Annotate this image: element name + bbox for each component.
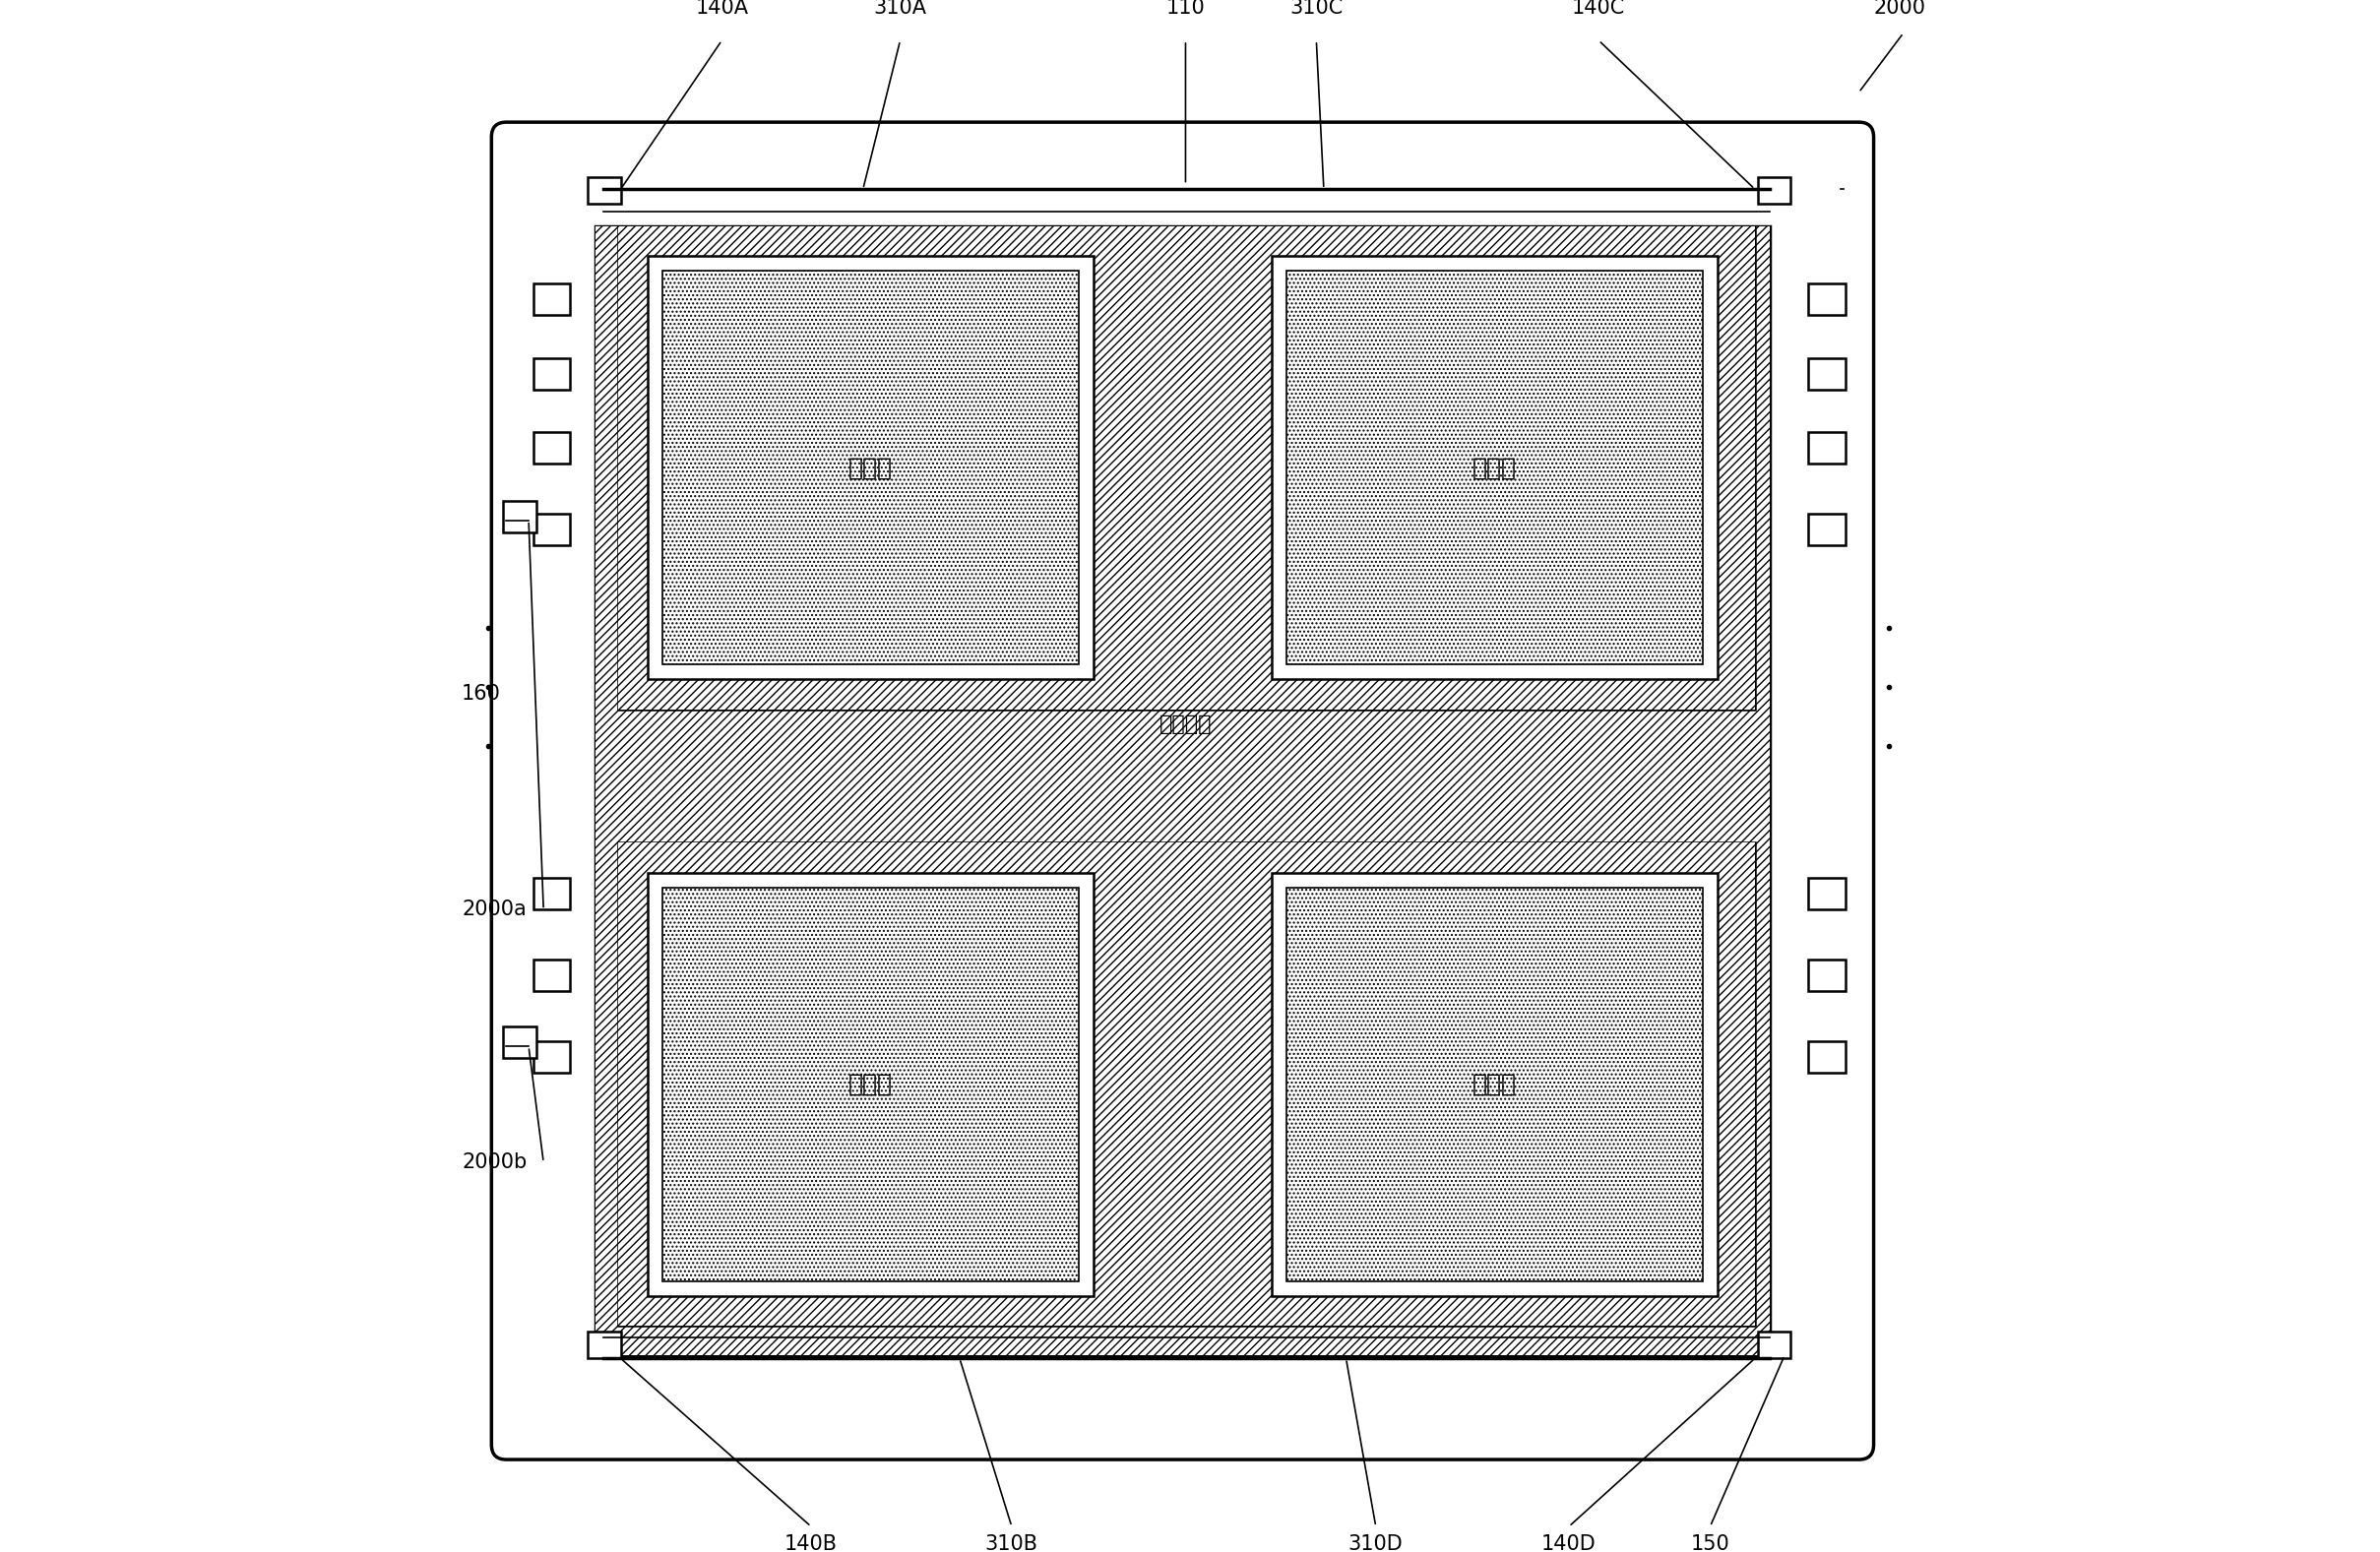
Bar <box>1809 284 1844 315</box>
Bar <box>588 177 621 203</box>
Bar <box>533 433 571 464</box>
Text: 150: 150 <box>1690 1533 1730 1552</box>
Bar <box>1759 177 1790 203</box>
Bar <box>533 1041 571 1072</box>
Text: 140A: 140A <box>695 0 747 19</box>
Bar <box>1809 433 1844 464</box>
Bar <box>505 501 538 532</box>
Bar <box>647 256 1092 680</box>
Text: 外围电路: 外围电路 <box>1159 714 1211 734</box>
Bar <box>1809 1041 1844 1072</box>
Text: 存储体: 存储体 <box>1473 1072 1516 1096</box>
Text: 310C: 310C <box>1290 0 1342 19</box>
Bar <box>619 227 1754 709</box>
Text: 存储体: 存储体 <box>847 456 892 480</box>
Text: 310A: 310A <box>873 0 926 19</box>
Text: 2000a: 2000a <box>462 900 526 920</box>
Bar <box>619 227 1754 709</box>
Bar <box>1288 270 1702 664</box>
Bar <box>1809 959 1844 992</box>
Bar <box>1271 256 1718 680</box>
Bar <box>533 959 571 992</box>
Bar <box>1759 1332 1790 1358</box>
Bar <box>1271 872 1718 1296</box>
Bar <box>1288 888 1702 1282</box>
Text: 2000: 2000 <box>1873 0 1925 19</box>
Bar <box>533 359 571 390</box>
Bar <box>1809 878 1844 909</box>
Bar <box>505 1027 538 1058</box>
Bar <box>619 843 1754 1325</box>
Bar <box>647 872 1092 1296</box>
Bar <box>1809 514 1844 546</box>
Text: 140B: 140B <box>785 1533 838 1552</box>
Bar <box>662 888 1078 1282</box>
Text: 存储体: 存储体 <box>847 1072 892 1096</box>
Text: 140C: 140C <box>1573 0 1626 19</box>
Text: 160: 160 <box>462 684 502 705</box>
Bar <box>662 270 1078 664</box>
Bar <box>595 227 1771 1355</box>
Text: 140D: 140D <box>1542 1533 1597 1552</box>
Text: 2000b: 2000b <box>462 1153 526 1172</box>
Bar <box>588 1332 621 1358</box>
Text: 310B: 310B <box>985 1533 1038 1552</box>
Bar <box>1809 359 1844 390</box>
Text: 310D: 310D <box>1349 1533 1404 1552</box>
Text: 110: 110 <box>1166 0 1204 19</box>
Bar <box>533 284 571 315</box>
Bar <box>595 227 1771 1355</box>
Bar <box>533 878 571 909</box>
Bar <box>619 843 1754 1325</box>
Bar <box>533 514 571 546</box>
Text: 存储体: 存储体 <box>1473 456 1516 480</box>
FancyBboxPatch shape <box>493 123 1873 1459</box>
